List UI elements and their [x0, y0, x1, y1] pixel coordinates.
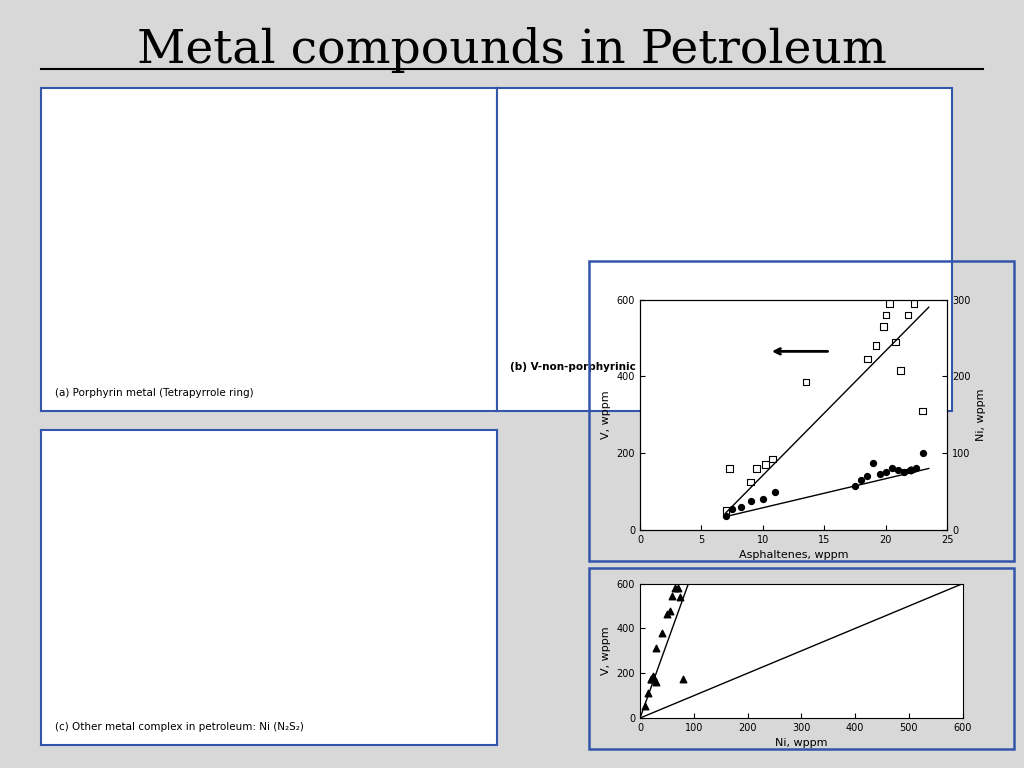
Point — [653, 627, 670, 639]
Point — [896, 466, 912, 478]
X-axis label: Asphaltenes, wppm: Asphaltenes, wppm — [739, 551, 848, 561]
Point — [672, 591, 688, 604]
Y-axis label: V, wppm: V, wppm — [601, 390, 611, 439]
Point — [914, 405, 931, 417]
Point — [878, 309, 894, 321]
Point — [722, 462, 738, 475]
Point — [914, 447, 931, 459]
Point — [648, 676, 665, 688]
Point — [648, 641, 665, 654]
Point — [884, 462, 900, 475]
Point — [900, 309, 916, 321]
Point — [667, 582, 683, 594]
Point — [637, 700, 653, 712]
Point — [871, 468, 888, 481]
Point — [658, 607, 675, 620]
Text: (b) V-non-porphyrinic metals (hydroporphyrin): (b) V-non-porphyrinic metals (hydroporph… — [510, 362, 784, 372]
Point — [718, 511, 734, 523]
Point — [859, 470, 876, 482]
Point — [718, 505, 734, 517]
Point — [645, 670, 662, 683]
Point — [640, 687, 656, 700]
Point — [645, 670, 662, 682]
Point — [865, 456, 882, 468]
Point — [867, 339, 884, 352]
Point — [724, 503, 740, 515]
Point — [853, 474, 869, 486]
Point — [876, 320, 892, 333]
Point — [670, 582, 686, 594]
Point — [908, 462, 925, 475]
Point — [906, 297, 923, 310]
Text: Metal compounds in Petroleum: Metal compounds in Petroleum — [137, 27, 887, 73]
Y-axis label: Ni, wppm: Ni, wppm — [976, 389, 986, 441]
Point — [643, 673, 659, 685]
Point — [847, 479, 863, 492]
Point — [902, 464, 919, 476]
Point — [749, 462, 765, 475]
Text: (a) Porphyrin metal (Tetrapyrrole ring): (a) Porphyrin metal (Tetrapyrrole ring) — [54, 388, 253, 398]
Point — [888, 336, 904, 348]
Point — [662, 604, 678, 617]
Point — [643, 673, 659, 685]
Point — [765, 453, 781, 465]
Point — [675, 673, 691, 685]
Text: (c) Other metal complex in petroleum: Ni (N₂S₂): (c) Other metal complex in petroleum: Ni… — [54, 723, 303, 733]
Point — [755, 493, 771, 505]
Point — [757, 458, 773, 471]
Point — [882, 297, 898, 310]
Point — [878, 466, 894, 478]
Point — [798, 376, 814, 389]
X-axis label: Ni, wppm: Ni, wppm — [775, 739, 827, 749]
Point — [890, 464, 906, 476]
Point — [892, 365, 908, 377]
Point — [732, 501, 749, 513]
Point — [742, 476, 759, 488]
Y-axis label: V, wppm: V, wppm — [601, 627, 611, 675]
Point — [767, 485, 783, 498]
Point — [664, 590, 680, 602]
Point — [859, 353, 876, 366]
Point — [742, 495, 759, 508]
